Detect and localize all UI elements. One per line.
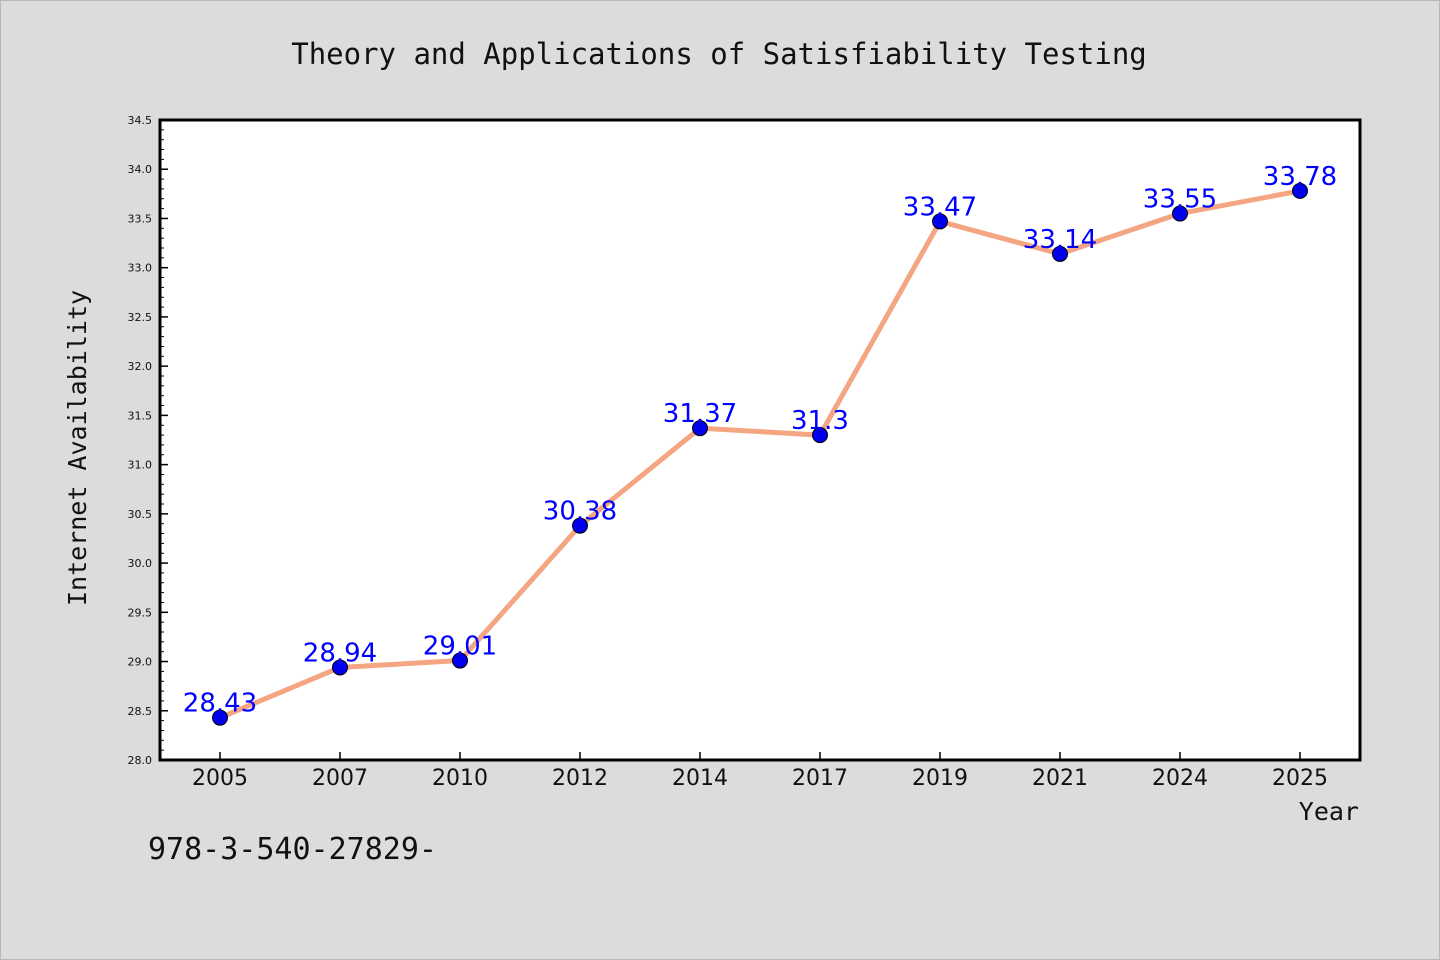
data-point [812, 427, 828, 444]
chart-title: Theory and Applications of Satisfiabilit… [291, 37, 1147, 71]
x-tick-label: 2021 [1032, 766, 1088, 791]
data-label: 33.14 [1023, 225, 1097, 255]
x-tick-label: 2012 [552, 766, 608, 791]
data-label: 29.01 [423, 632, 497, 662]
data-label: 33.55 [1143, 185, 1217, 215]
y-tick-label: 28.5 [128, 705, 153, 718]
x-tick-label: 2005 [192, 766, 248, 791]
x-axis-label: Year [1299, 797, 1359, 826]
x-tick-label: 2024 [1152, 766, 1208, 791]
data-label: 33.78 [1263, 162, 1337, 192]
y-tick-label: 32.5 [128, 311, 153, 324]
x-axis: 2005 2007 2010 2012 2014 2017 2019 2021 2024 2025 [192, 752, 1328, 791]
x-tick-label: 2019 [912, 766, 968, 791]
y-tick-label: 29.0 [128, 656, 153, 669]
data-label: 28.94 [303, 638, 377, 668]
y-tick-label: 30.5 [128, 508, 153, 521]
plot-area [158, 118, 1362, 762]
y-axis: 28.0 28.5 29.0 29.5 30.0 30.5 31.0 31.5 32.0 32.5… [128, 114, 168, 767]
y-tick-label: 34.0 [128, 163, 153, 176]
y-tick-label: 30.0 [128, 557, 153, 570]
data-point [212, 709, 228, 726]
data-point [1052, 245, 1068, 262]
y-tick-label: 31.5 [128, 409, 153, 422]
y-tick-label: 31.0 [128, 459, 153, 472]
footer-code: 978-3-540-27829- [148, 832, 437, 867]
y-tick-label: 34.5 [128, 114, 153, 127]
data-point [1172, 205, 1188, 222]
series-line [217, 188, 1303, 721]
y-axis-label: Internet Availability [63, 290, 92, 606]
data-point [572, 517, 588, 534]
y-tick-label: 33.5 [128, 212, 153, 225]
x-tick-label: 2017 [792, 766, 848, 791]
series-markers [212, 182, 1308, 726]
x-tick-label: 2010 [432, 766, 488, 791]
x-tick-label: 2014 [672, 766, 728, 791]
y-tick-label: 28.0 [128, 754, 153, 767]
data-label: 33.47 [903, 192, 977, 222]
data-label: 30.38 [543, 497, 617, 527]
data-point [332, 659, 348, 676]
y-tick-label: 32.0 [128, 360, 153, 373]
x-tick-label: 2007 [312, 766, 368, 791]
data-point [452, 652, 468, 669]
y-tick-label: 33.0 [128, 262, 153, 275]
data-point [692, 420, 708, 437]
x-tick-label: 2025 [1272, 766, 1328, 791]
data-label: 31.3 [791, 406, 849, 436]
data-point [932, 213, 948, 230]
data-label: 28.43 [183, 689, 257, 719]
y-tick-label: 29.5 [128, 606, 153, 619]
data-labels: 28.43 28.94 29.01 30.38 31.37 31.3 33.47 33.14 3… [183, 162, 1337, 719]
data-label: 31.37 [663, 399, 737, 429]
data-point [1292, 182, 1308, 199]
